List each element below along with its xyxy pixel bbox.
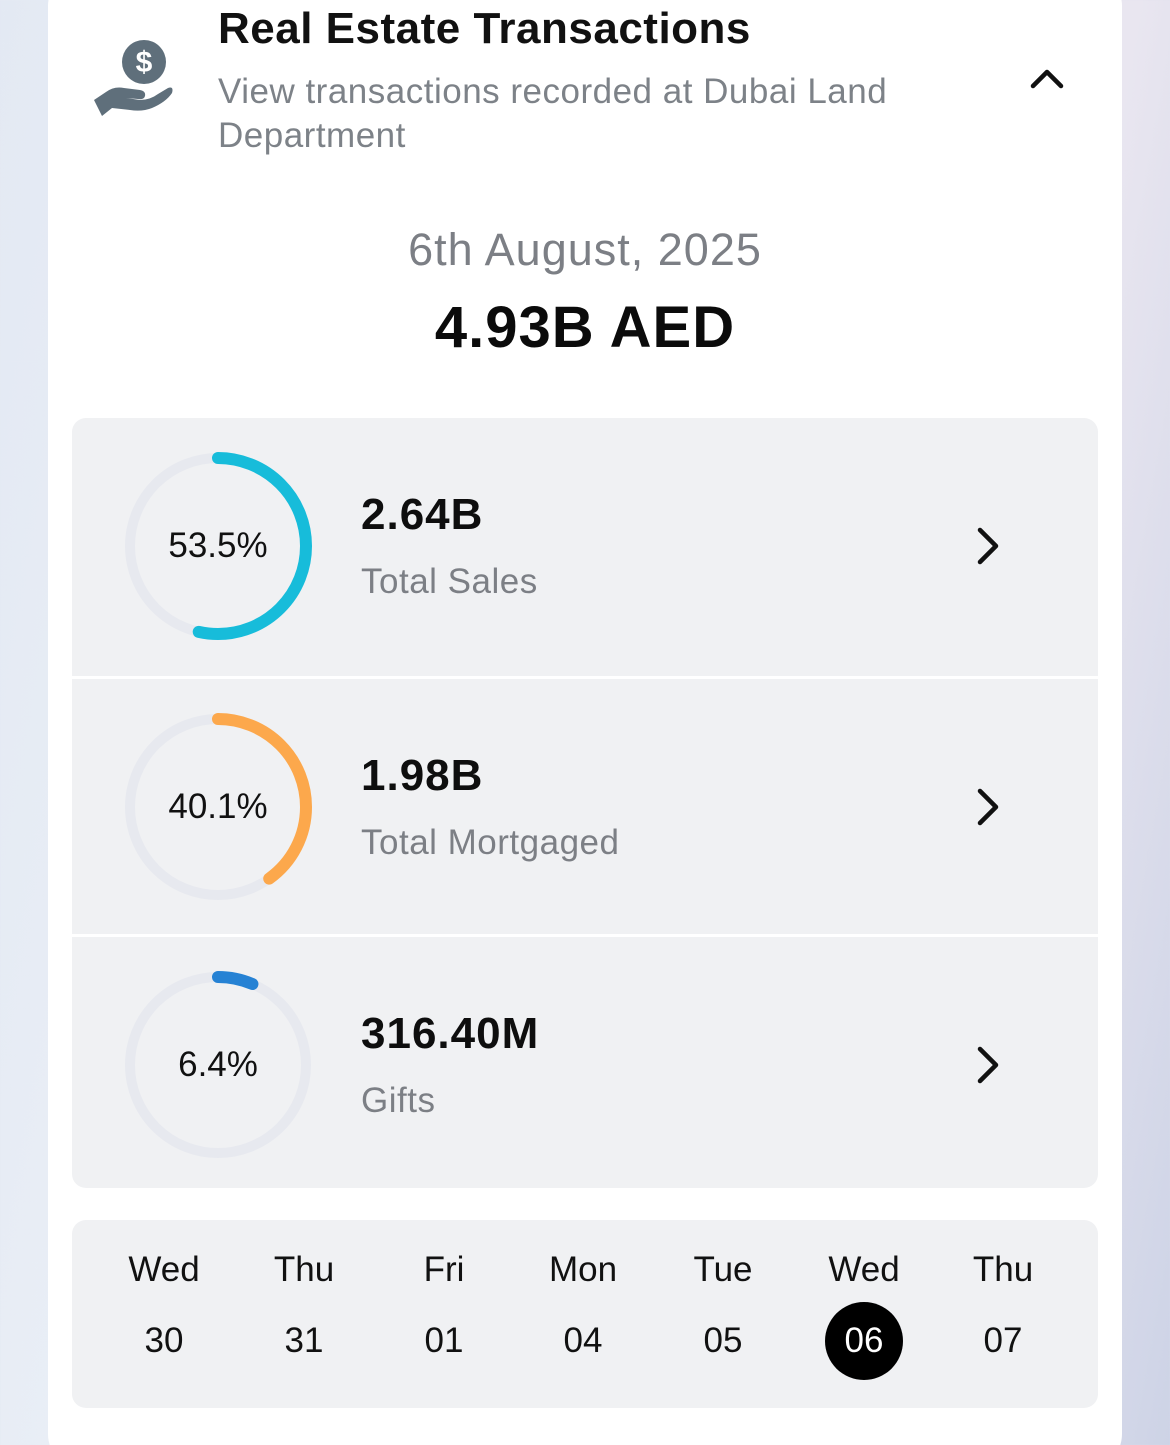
day-name: Thu bbox=[972, 1250, 1034, 1289]
breakdown-list: 53.5% 2.64B Total Sales 40.1% 1.98B Tota… bbox=[72, 418, 1098, 1188]
day-name: Thu bbox=[273, 1250, 335, 1289]
day-number: 31 bbox=[284, 1321, 324, 1360]
ring-progress-arc bbox=[124, 713, 312, 901]
percent-label: 6.4% bbox=[178, 1045, 258, 1084]
day-item[interactable]: Fri 01 bbox=[374, 1220, 514, 1408]
day-name: Mon bbox=[548, 1250, 618, 1289]
total-amount: 4.93B AED bbox=[434, 295, 736, 360]
row-value: 2.64B bbox=[361, 490, 484, 539]
row-value: 316.40M bbox=[361, 1009, 540, 1058]
day-name: Tue bbox=[693, 1250, 753, 1289]
chevron-up-icon[interactable] bbox=[1018, 56, 1076, 100]
progress-ring bbox=[124, 971, 312, 1159]
day-item[interactable]: Mon 04 bbox=[513, 1220, 653, 1408]
day-item[interactable]: Wed 30 bbox=[94, 1220, 234, 1408]
day-item[interactable]: Wed 06 bbox=[794, 1220, 934, 1408]
row-label: Gifts bbox=[361, 1081, 436, 1120]
row-value: 1.98B bbox=[361, 751, 484, 800]
day-item[interactable]: Thu 07 bbox=[933, 1220, 1073, 1408]
card-header[interactable]: $ Real Estate Transactions View transact… bbox=[48, 0, 1122, 170]
percent-label: 40.1% bbox=[168, 787, 268, 826]
day-number: 06 bbox=[825, 1302, 903, 1380]
transactions-card: $ Real Estate Transactions View transact… bbox=[48, 0, 1122, 1445]
hand-money-icon: $ bbox=[94, 40, 173, 116]
row-label: Total Sales bbox=[361, 562, 538, 601]
day-number: 05 bbox=[703, 1321, 743, 1360]
progress-ring bbox=[124, 452, 312, 640]
ring-progress-arc bbox=[124, 452, 312, 640]
day-number: 07 bbox=[983, 1321, 1023, 1360]
chevron-right-icon[interactable] bbox=[968, 522, 1008, 570]
day-number: 01 bbox=[424, 1321, 464, 1360]
breakdown-row-sales[interactable]: 53.5% 2.64B Total Sales bbox=[72, 418, 1098, 674]
progress-ring bbox=[124, 713, 312, 901]
day-item[interactable]: Thu 31 bbox=[234, 1220, 374, 1408]
day-number: 30 bbox=[144, 1321, 184, 1360]
svg-text:$: $ bbox=[136, 46, 153, 79]
chevron-right-icon[interactable] bbox=[968, 1041, 1008, 1089]
day-name: Wed bbox=[128, 1250, 200, 1289]
row-label: Total Mortgaged bbox=[361, 823, 620, 862]
day-name: Wed bbox=[828, 1250, 900, 1289]
card-subtitle: View transactions recorded at Dubai Land… bbox=[218, 72, 888, 155]
day-number: 04 bbox=[563, 1321, 603, 1360]
card-title: Real Estate Transactions bbox=[218, 4, 751, 53]
day-name: Fri bbox=[423, 1250, 465, 1289]
date-selector: Wed 30 Thu 31 Fri 01 Mon 04 Tue 05 Wed 0… bbox=[72, 1220, 1098, 1408]
ring-progress-arc bbox=[124, 971, 312, 1159]
breakdown-row-mortgaged[interactable]: 40.1% 1.98B Total Mortgaged bbox=[72, 676, 1098, 932]
chevron-right-icon[interactable] bbox=[968, 783, 1008, 831]
breakdown-row-gifts[interactable]: 6.4% 316.40M Gifts bbox=[72, 934, 1098, 1188]
day-item[interactable]: Tue 05 bbox=[653, 1220, 793, 1408]
selected-date: 6th August, 2025 bbox=[408, 224, 762, 275]
percent-label: 53.5% bbox=[168, 526, 268, 565]
